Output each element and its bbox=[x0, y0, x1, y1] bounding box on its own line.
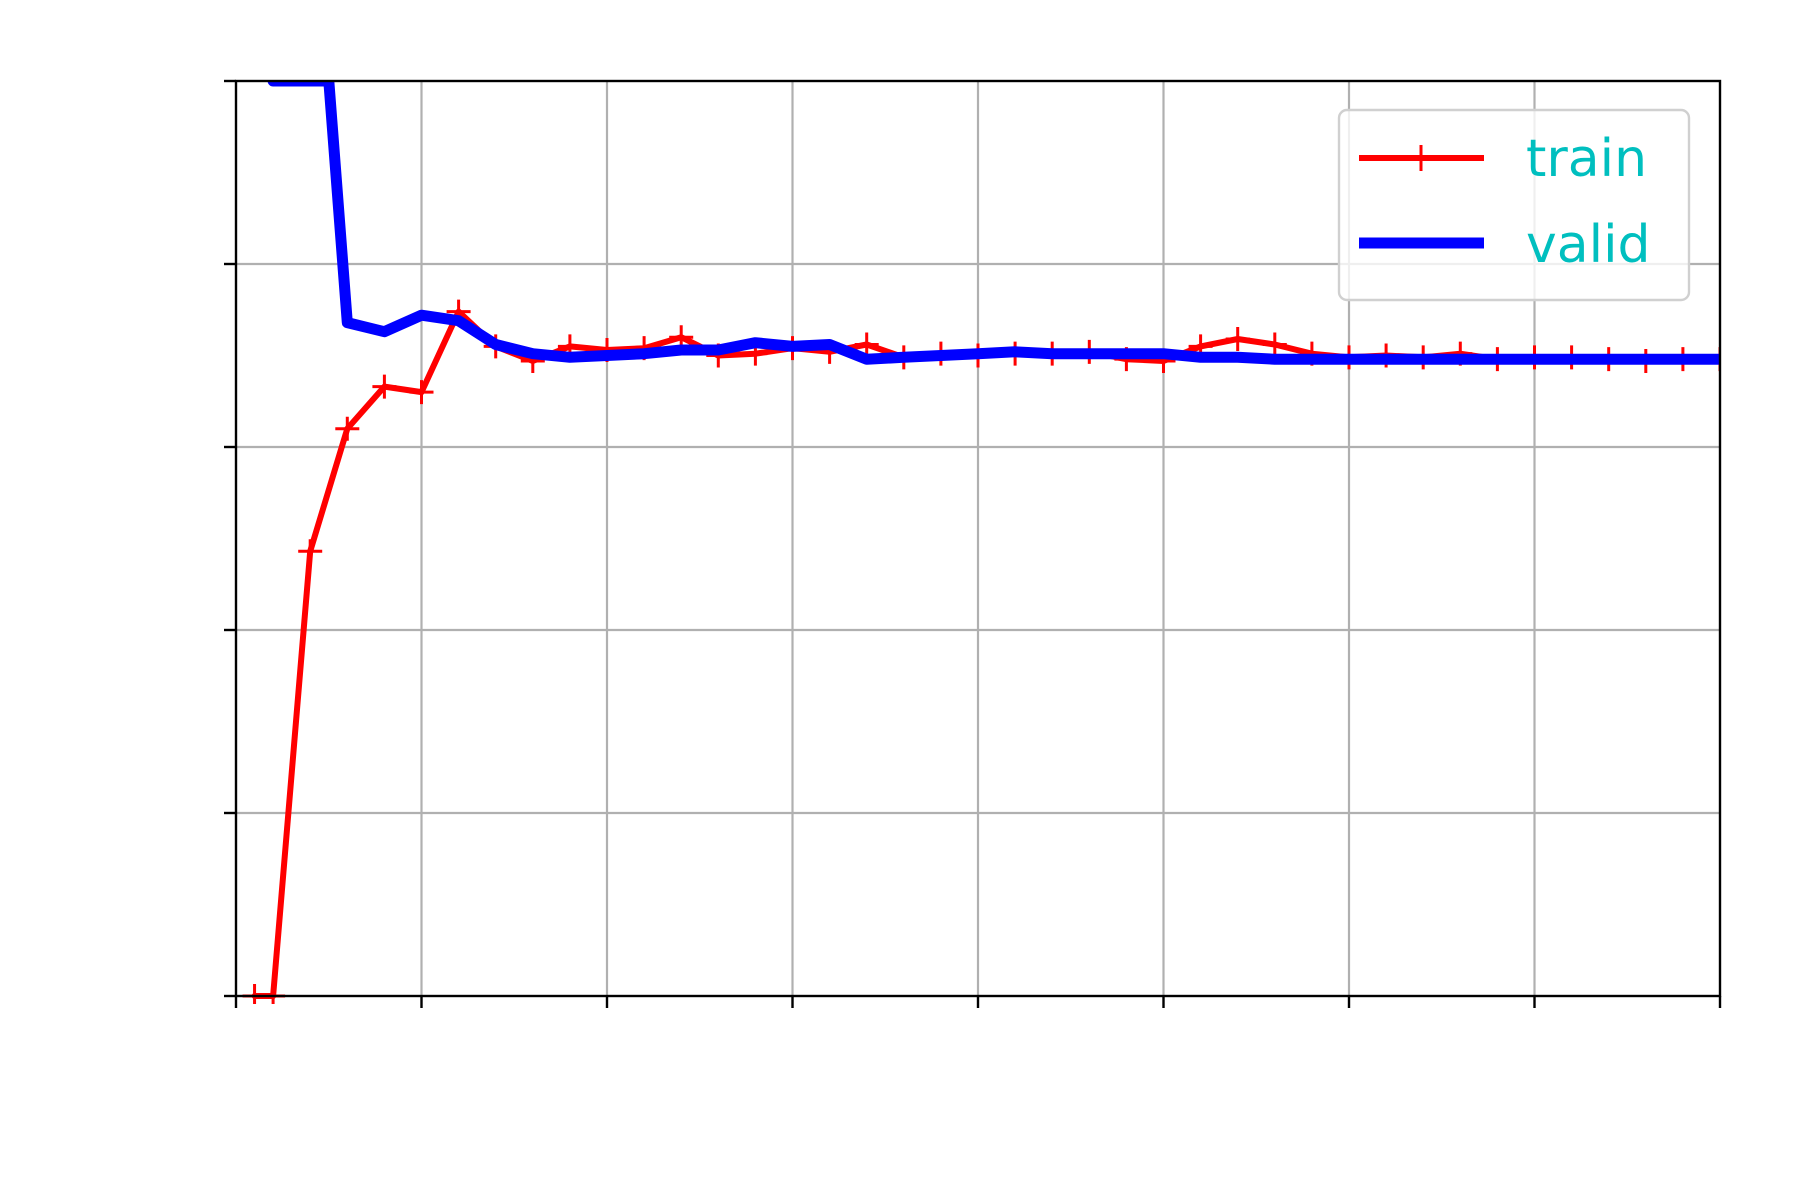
legend-train-label: train bbox=[1526, 129, 1647, 189]
series-train-point bbox=[298, 539, 323, 564]
series-train-point bbox=[1262, 332, 1287, 357]
series-train-point bbox=[409, 380, 434, 405]
series-train-point bbox=[372, 374, 397, 399]
legend: train valid bbox=[1337, 108, 1691, 302]
series-train-point bbox=[1225, 327, 1250, 352]
series-valid-line bbox=[267, 81, 1720, 365]
series-train-point bbox=[854, 332, 879, 357]
legend-valid-label: valid bbox=[1526, 215, 1651, 275]
axis-ticks bbox=[224, 79, 1722, 1008]
series-train-point bbox=[335, 416, 360, 441]
series-train-line bbox=[251, 308, 1720, 999]
